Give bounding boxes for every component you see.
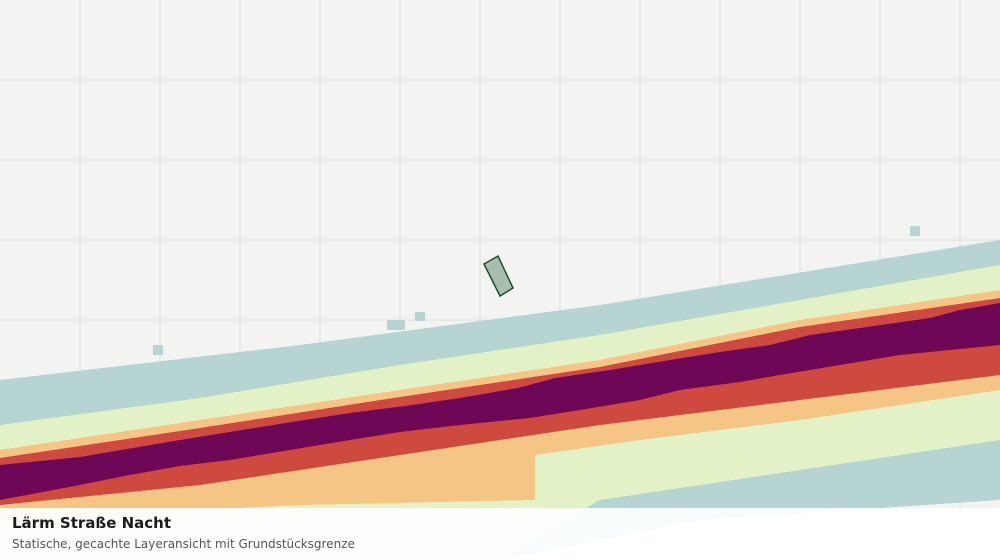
layer-title: Lärm Straße Nacht xyxy=(12,514,172,532)
noise-zone-purple xyxy=(0,303,1000,500)
parcel-boundary xyxy=(483,254,514,298)
layer-subtitle: Statische, gecachte Layeransicht mit Gru… xyxy=(12,537,355,551)
caption-panel: Lärm Straße Nacht Statische, gecachte La… xyxy=(0,508,1000,560)
